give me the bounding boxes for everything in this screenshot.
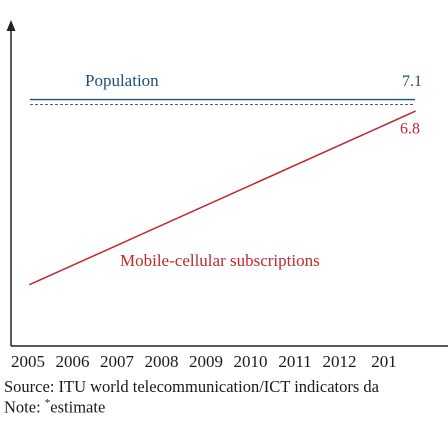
x-tick-label: 2009 [189, 352, 223, 371]
population-label: Population [85, 71, 159, 90]
axes [6, 20, 448, 347]
x-tick-label: 2007 [100, 352, 135, 371]
mobile-point-1 [414, 110, 416, 113]
x-tick-label: 2008 [145, 352, 179, 371]
series-layer: Population 7.1 Mobile-cellular subscriptio… [29, 71, 422, 286]
note-prefix: Note: [4, 397, 45, 417]
x-tick-label: 2010 [234, 352, 268, 371]
note-mark: * [44, 397, 51, 409]
mobile-end-value: 6.8 [400, 120, 420, 137]
x-tick-label: 2011 [278, 352, 311, 371]
mobile-subscriptions-label: Mobile-cellular subscriptions [120, 251, 320, 270]
mobile-point-0 [29, 283, 31, 286]
x-tick-label: 2012 [323, 352, 357, 371]
mobile-subscriptions-line [29, 110, 416, 286]
source-note: Source: ITU world telecommunication/ICT … [4, 377, 379, 396]
y-axis-arrow [6, 20, 16, 31]
estimate-note: Note: *estimate [4, 397, 105, 418]
note-text: estimate [50, 397, 106, 417]
x-tick-label: 2006 [56, 352, 90, 371]
x-tick-labels: 2005 2006 2007 2008 2009 2010 2011 2012 201 [11, 352, 397, 371]
x-tick-label: 201 [371, 352, 397, 371]
x-tick-label: 2005 [11, 352, 45, 371]
population-end-value: 7.1 [402, 73, 422, 90]
